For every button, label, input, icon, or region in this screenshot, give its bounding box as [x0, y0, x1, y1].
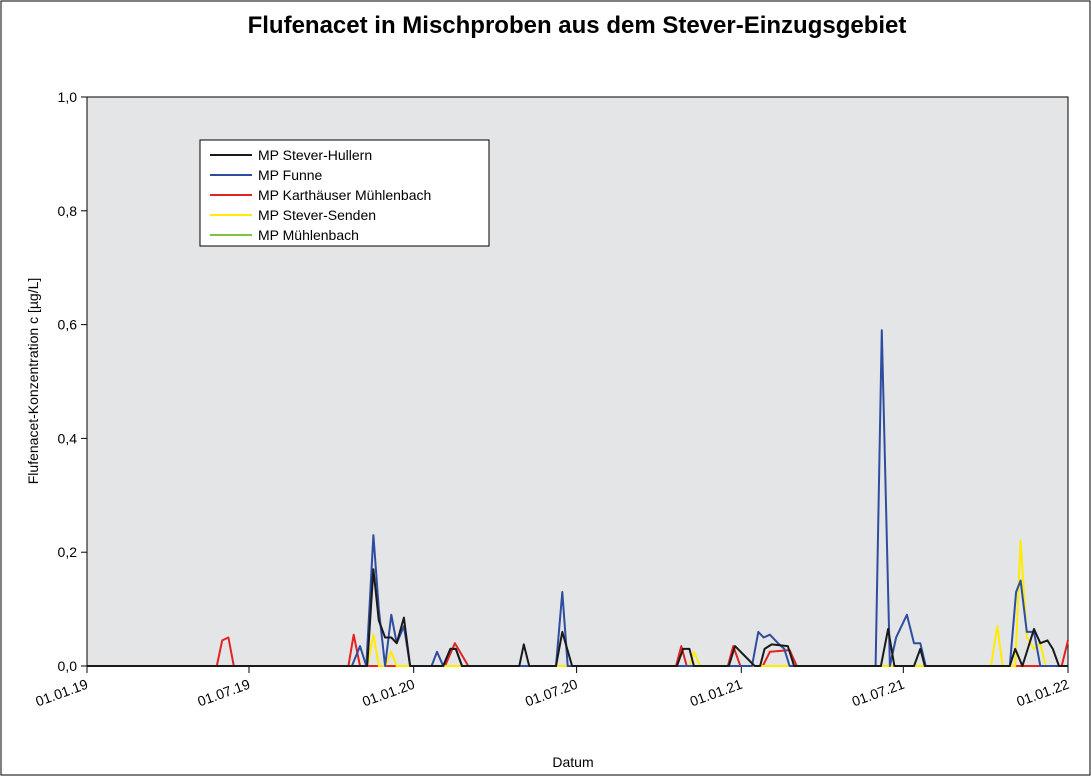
legend — [199, 139, 490, 247]
y-tick-label: 0,6 — [58, 317, 78, 333]
legend-label: MP Stever-Hullern — [258, 147, 372, 163]
y-tick-label: 0,2 — [58, 544, 78, 560]
y-axis-label: Flufenacet-Konzentration c [µg/L] — [25, 278, 41, 485]
chart-title: Flufenacet in Mischproben aus dem Stever… — [248, 12, 907, 39]
y-tick-label: 0,4 — [58, 430, 78, 446]
legend-label: MP Mühlenbach — [258, 227, 359, 243]
y-tick-label: 1,0 — [58, 89, 78, 105]
series-line — [87, 568, 1068, 667]
y-tick-label: 0,8 — [58, 203, 78, 219]
legend-label: MP Funne — [258, 167, 323, 183]
legend-label: MP Stever-Senden — [258, 207, 376, 223]
legend-label: MP Karthäuser Mühlenbach — [258, 187, 431, 203]
x-axis-label: Datum — [552, 754, 593, 770]
y-tick-label: 0,0 — [58, 658, 78, 674]
